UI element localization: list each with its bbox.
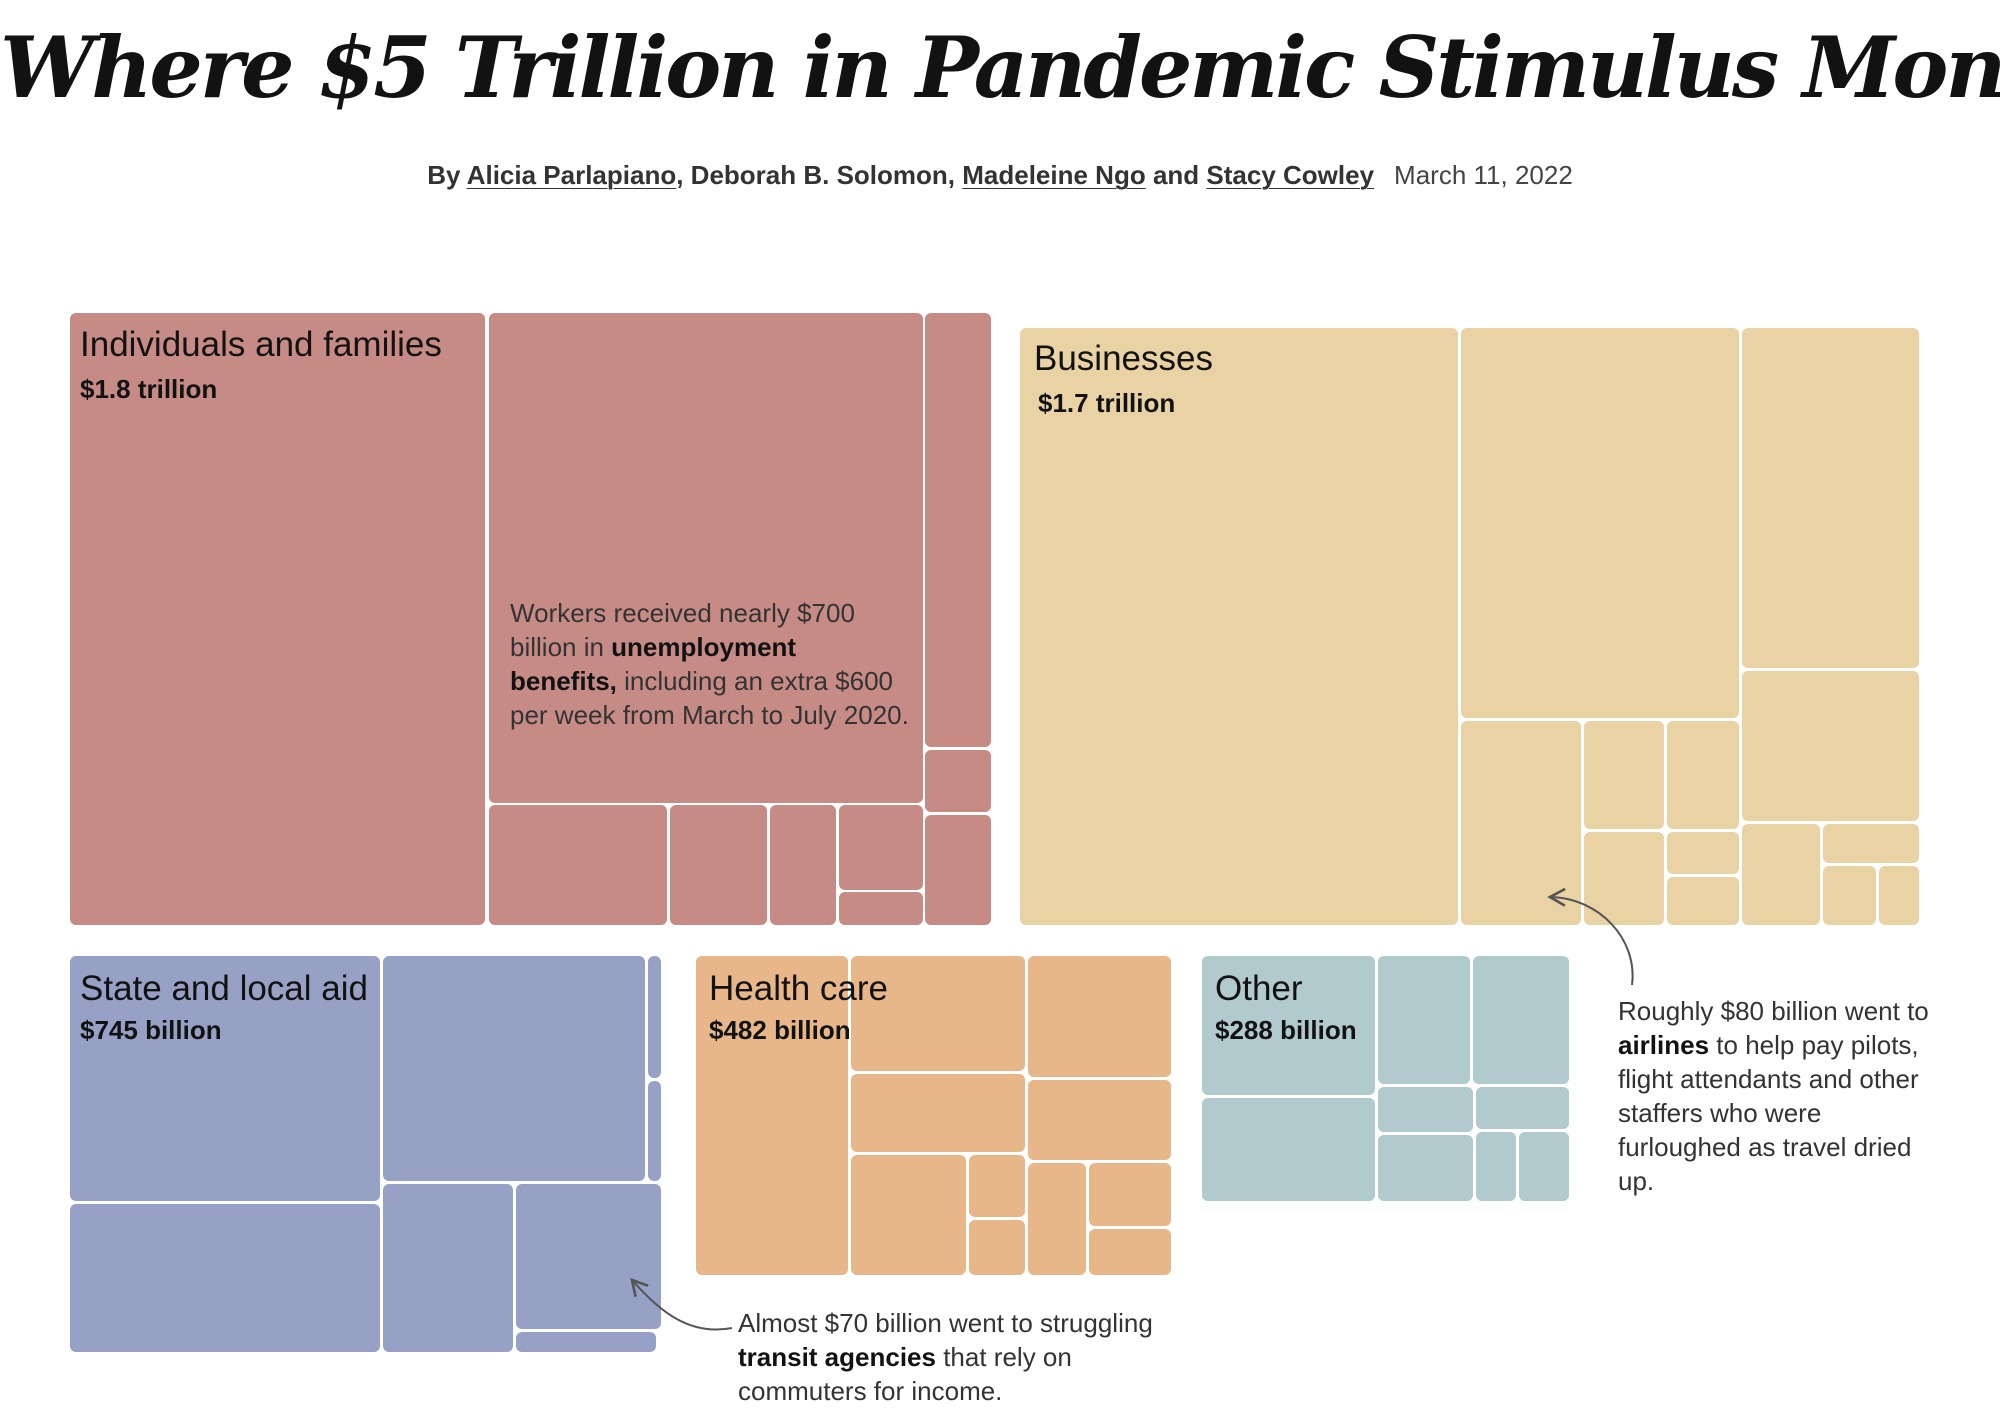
- byline: By Alicia Parlapiano, Deborah B. Solomon…: [0, 160, 2000, 191]
- byline-prefix: By: [427, 160, 467, 190]
- other-cell-2: [1202, 1098, 1375, 1201]
- health-cell-10: [1089, 1163, 1171, 1226]
- other-cell-1: [1202, 956, 1375, 1095]
- unemployment-annotation-part-2: unemployment benefits,: [510, 632, 797, 696]
- transit-annotation: Almost $70 billion went to struggling tr…: [738, 1306, 1158, 1408]
- health-cell-9: [1028, 1163, 1086, 1275]
- state-cell-2: [70, 1204, 380, 1352]
- individuals-group-name: Individuals and families: [80, 325, 442, 364]
- other-group-total: $288 billion: [1215, 1015, 1357, 1045]
- individuals-cell-3: [925, 313, 991, 747]
- individuals-cell-2: [489, 313, 923, 803]
- transit-annotation-part-1: Almost $70 billion went to struggling: [738, 1308, 1153, 1338]
- unemployment-annotation: Workers received nearly $700 billion in …: [510, 596, 910, 732]
- individuals-cell-9: [839, 805, 923, 890]
- byline-separator: ,: [676, 160, 691, 190]
- author-4[interactable]: Stacy Cowley: [1206, 160, 1375, 190]
- state-cell-3: [383, 956, 645, 1181]
- byline-separator: ,: [947, 160, 963, 190]
- health-group-name: Health care: [709, 969, 888, 1008]
- health-cell-1: [696, 956, 848, 1275]
- health-group-total: $482 billion: [709, 1015, 851, 1045]
- businesses-cell-1: [1020, 328, 1458, 925]
- headline: Where $5 Trillion in Pandemic Stimulus M…: [0, 18, 2000, 117]
- businesses-cell-3: [1742, 328, 1919, 668]
- businesses-cell-9: [1667, 832, 1739, 874]
- health-cell-4: [851, 1074, 1025, 1152]
- businesses-cell-14: [1879, 866, 1919, 925]
- individuals-cell-4: [925, 750, 991, 812]
- individuals-cell-1: [70, 313, 485, 925]
- businesses-cell-5: [1461, 721, 1581, 925]
- transit-annotation-part-2: transit agencies: [738, 1342, 936, 1372]
- health-cell-8: [969, 1220, 1025, 1275]
- businesses-cell-7: [1667, 721, 1739, 829]
- airlines-annotation-part-1: Roughly $80 billion went to: [1618, 996, 1929, 1026]
- businesses-cell-13: [1823, 866, 1876, 925]
- state-cell-1: [70, 956, 380, 1201]
- publish-date: March 11, 2022: [1394, 160, 1573, 190]
- other-cell-4: [1473, 956, 1569, 1084]
- other-group-name: Other: [1215, 969, 1303, 1008]
- individuals-cell-8: [770, 805, 836, 925]
- transit-callout-arrow: [630, 1277, 733, 1331]
- individuals-cell-7: [670, 805, 767, 925]
- individuals-cell-6: [489, 805, 667, 925]
- other-cell-8: [1476, 1132, 1516, 1201]
- health-cell-7: [969, 1155, 1025, 1217]
- individuals-group-total: $1.8 trillion: [80, 374, 217, 404]
- airlines-annotation-part-2: airlines: [1618, 1030, 1710, 1060]
- businesses-cell-8: [1584, 832, 1664, 925]
- byline-separator: and: [1145, 160, 1207, 190]
- transit-annotation-part-3: that rely on commuters for income.: [738, 1342, 1072, 1406]
- airlines-callout-arrow: [1547, 887, 1634, 986]
- businesses-cell-10: [1667, 877, 1739, 925]
- other-cell-6: [1476, 1087, 1569, 1129]
- health-cell-5: [1028, 1080, 1171, 1160]
- other-cell-9: [1519, 1132, 1569, 1201]
- health-cell-11: [1089, 1229, 1171, 1275]
- other-cell-3: [1378, 956, 1470, 1084]
- individuals-cell-5: [925, 815, 991, 925]
- state-cell-8: [516, 1332, 656, 1352]
- health-cell-2: [851, 956, 1025, 1071]
- state-cell-6: [383, 1184, 513, 1352]
- other-cell-7: [1378, 1135, 1473, 1201]
- author-3[interactable]: Madeleine Ngo: [962, 160, 1146, 190]
- unemployment-annotation-part-1: Workers received nearly $700 billion in: [510, 598, 855, 662]
- businesses-cell-12: [1823, 824, 1919, 863]
- state-cell-7: [516, 1184, 661, 1329]
- individuals-cell-10: [839, 892, 923, 925]
- state-group-total: $745 billion: [80, 1015, 222, 1045]
- businesses-cell-2: [1461, 328, 1739, 718]
- author-2: Deborah B. Solomon: [690, 160, 948, 190]
- health-cell-3: [1028, 956, 1171, 1077]
- businesses-group-total: $1.7 trillion: [1038, 388, 1175, 418]
- author-1[interactable]: Alicia Parlapiano: [466, 160, 677, 190]
- unemployment-annotation-part-3: including an extra $600 per week from Ma…: [510, 666, 909, 730]
- airlines-annotation-part-3: to help pay pilots, flight attendants an…: [1618, 1030, 1919, 1196]
- businesses-cell-6: [1584, 721, 1664, 829]
- businesses-cell-11: [1742, 824, 1820, 925]
- state-cell-4: [648, 956, 661, 1078]
- businesses-group-name: Businesses: [1034, 339, 1213, 378]
- businesses-cell-4: [1742, 671, 1919, 821]
- airlines-annotation: Roughly $80 billion went to airlines to …: [1618, 994, 1948, 1198]
- health-cell-6: [851, 1155, 966, 1275]
- other-cell-5: [1378, 1087, 1473, 1132]
- state-group-name: State and local aid: [80, 969, 368, 1008]
- state-cell-5: [648, 1081, 661, 1181]
